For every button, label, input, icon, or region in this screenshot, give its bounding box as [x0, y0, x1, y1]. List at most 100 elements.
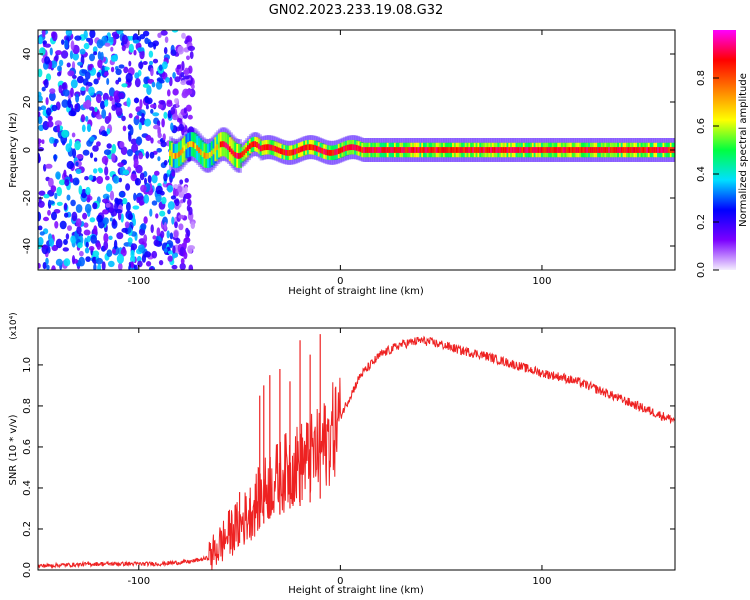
heatmap-noise-cell: [187, 45, 195, 52]
heatmap-noise-cell: [160, 141, 167, 148]
heatmap-noise-cell: [65, 143, 72, 153]
snr-x-label: Height of straight line (km): [288, 585, 424, 596]
heatmap-noise-cell: [179, 262, 186, 270]
heatmap-noise-cell: [106, 128, 111, 135]
heatmap-noise-cell: [45, 257, 49, 265]
heatmap-noise-cell: [67, 98, 72, 108]
heatmap-noise-cell: [64, 179, 70, 187]
heatmap-noise-cell: [184, 178, 189, 183]
heatmap-noise-cell: [127, 213, 133, 221]
snr-y-ticks: 0.0 0.2 0.4 0.6 0.8 1.0: [22, 357, 675, 578]
heatmap-noise-cell: [43, 78, 49, 89]
heatmap-noise-cell: [61, 50, 69, 59]
heatmap-noise-cell: [64, 39, 69, 50]
heatmap-noise-cell: [76, 154, 84, 159]
heatmap-noise-cell: [48, 200, 55, 205]
heatmap-noise-cell: [137, 260, 143, 268]
heatmap-noise-cell: [108, 87, 115, 97]
heatmap-noise-cell: [151, 250, 158, 259]
heatmap-noise-cell: [163, 47, 168, 55]
heatmap-noise-cell: [157, 32, 162, 38]
heatmap-noise-cell: [63, 202, 68, 211]
heatmap-noise-cell: [103, 240, 109, 251]
heatmap-noise-cell: [163, 222, 167, 231]
heatmap-noise-cell: [88, 106, 95, 111]
heatmap-noise-cell: [187, 198, 192, 207]
heatmap-noise-cell: [155, 213, 159, 219]
heatmap-noise-cell: [61, 129, 69, 138]
heatmap-noise-cell: [151, 81, 156, 88]
heatmap-noise-cell: [170, 49, 177, 56]
heatmap-noise-cell: [93, 157, 98, 162]
heatmap-noise-cell: [38, 36, 43, 45]
heatmap-noise-cell: [106, 78, 110, 85]
heatmap-noise-cell: [62, 247, 69, 252]
heatmap-noise-cell: [101, 65, 105, 75]
heatmap-noise-cell: [133, 192, 137, 201]
heatmap-noise-cell: [162, 61, 168, 70]
heatmap-noise-cell: [71, 255, 76, 265]
heatmap-noise-cell: [122, 197, 128, 205]
heatmap-noise-cell: [186, 55, 190, 61]
heatmap-noise-cell: [66, 194, 71, 201]
heatmap-noise-cell: [120, 248, 127, 257]
heatmap-noise-cell: [145, 104, 149, 110]
heatmap-noise-cell: [70, 40, 75, 51]
heatmap-noise-cell: [118, 177, 123, 183]
heatmap-noise-cell: [75, 168, 82, 174]
heatmap-noise-cell: [54, 120, 63, 127]
heatmap-noise-cell: [156, 148, 162, 153]
heatmap-noise-cell: [157, 132, 162, 139]
heatmap-noise-cell: [164, 36, 169, 43]
heatmap-noise-cell: [92, 46, 98, 53]
snr-y-tick-label: 0.2: [22, 521, 33, 537]
heatmap-noise-cell: [104, 99, 109, 107]
heatmap-noise-cell: [45, 73, 52, 81]
heatmap-noise-cell: [142, 61, 148, 65]
heatmap-noise-cell: [49, 91, 56, 102]
heatmap-noise-cell: [85, 241, 89, 248]
heatmap-noise-cell: [105, 202, 111, 208]
heatmap-noise-cell: [86, 37, 91, 42]
heatmap-noise-cell: [173, 230, 179, 238]
heatmap-noise-cell: [125, 202, 131, 212]
heatmap-noise-cell: [41, 244, 48, 249]
heatmap-noise-cell: [59, 220, 67, 230]
heatmap-noise-cell: [88, 86, 95, 96]
heatmap-noise-cell: [55, 238, 63, 249]
heatmap-noise-cell: [67, 225, 72, 232]
heatmap-noise-cell: [160, 30, 168, 36]
heatmap-noise-cell: [106, 143, 112, 149]
heatmap-noise-cell: [185, 104, 192, 112]
heatmap-noise-cell: [65, 30, 73, 37]
heatmap-noise-cell: [84, 203, 92, 214]
heatmap-noise-cell: [111, 104, 117, 111]
heatmap-noise-cell: [166, 230, 170, 239]
heatmap-noise-cell: [51, 244, 59, 252]
colorbar: 0.0 0.2 0.4 0.6 0.8 Normalized spectral ampl…: [696, 30, 749, 278]
heatmap-noise-cell: [127, 237, 133, 244]
heatmap-noise-cell: [165, 77, 170, 83]
heatmap-noise-cell: [74, 140, 81, 151]
heatmap-noise-cell: [180, 258, 185, 265]
heatmap-noise-cell: [171, 216, 175, 225]
heatmap-noise-cell: [49, 88, 56, 94]
heatmap-noise-cell: [172, 72, 176, 79]
heatmap-noise-cell: [45, 163, 53, 169]
heatmap-noise-cell: [77, 242, 83, 249]
heatmap-noise-cell: [51, 31, 58, 42]
heatmap-noise-cell: [187, 114, 193, 120]
heatmap-noise-cell: [38, 211, 42, 222]
heatmap-noise-cell: [139, 172, 145, 181]
heatmap-noise-cell: [108, 112, 112, 122]
heatmap-noise-cell: [174, 98, 179, 104]
heatmap-noise-cell: [93, 225, 98, 236]
heatmap-noise-cell: [76, 226, 82, 235]
heatmap-noise-cell: [75, 93, 80, 103]
heatmap-noise-cell: [149, 208, 153, 217]
heatmap-noise-cell: [70, 235, 76, 244]
heatmap-noise-cell: [71, 211, 78, 222]
heatmap-noise-cell: [140, 223, 147, 231]
heatmap-noise-cell: [143, 76, 150, 85]
heatmap-noise-cell: [134, 178, 141, 186]
